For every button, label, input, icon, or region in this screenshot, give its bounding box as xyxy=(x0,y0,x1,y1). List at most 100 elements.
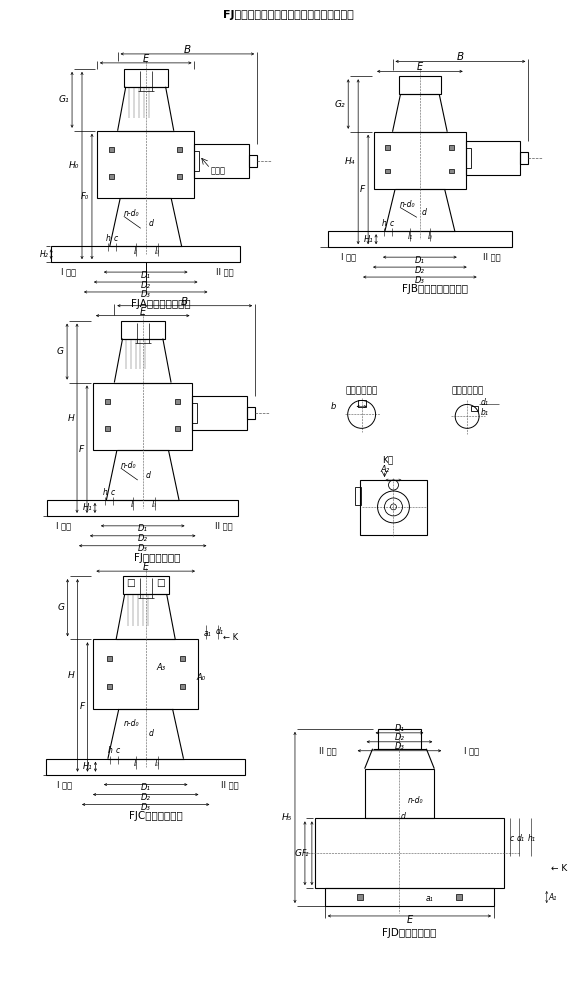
Bar xyxy=(51,246,240,262)
Bar xyxy=(46,759,245,775)
Bar xyxy=(106,426,110,431)
Text: b: b xyxy=(331,402,336,411)
Text: a₁: a₁ xyxy=(204,628,212,638)
Text: FJ型（基本型）: FJ型（基本型） xyxy=(134,552,181,563)
Bar xyxy=(109,174,114,179)
Text: FJA型（空心轴型）: FJA型（空心轴型） xyxy=(131,299,190,309)
Text: F: F xyxy=(79,445,84,453)
Bar xyxy=(123,576,168,594)
Text: D₃: D₃ xyxy=(415,276,425,285)
Text: D₃: D₃ xyxy=(141,290,151,299)
Text: G₂: G₂ xyxy=(335,100,345,109)
Text: n-d₀: n-d₀ xyxy=(407,796,423,805)
Text: c: c xyxy=(116,746,120,755)
Bar xyxy=(175,426,180,431)
Text: D₁: D₁ xyxy=(141,783,151,792)
Bar xyxy=(358,400,366,407)
Text: F: F xyxy=(360,185,365,194)
Bar xyxy=(520,152,529,164)
Text: G: G xyxy=(58,604,65,613)
Text: lᵢ: lᵢ xyxy=(131,501,134,510)
Text: E: E xyxy=(417,62,423,72)
Text: A₁: A₁ xyxy=(549,892,557,902)
Text: ☐: ☐ xyxy=(156,579,165,589)
Bar xyxy=(328,231,512,247)
Text: D₁: D₁ xyxy=(415,256,425,265)
Bar xyxy=(107,656,111,661)
Bar xyxy=(315,818,504,888)
Text: FJD型（底置型）: FJD型（底置型） xyxy=(382,928,437,938)
Text: H: H xyxy=(68,671,74,680)
Text: d: d xyxy=(148,218,153,228)
Text: ← K: ← K xyxy=(550,864,567,872)
Text: 输入轴头剖面: 输入轴头剖面 xyxy=(451,386,484,395)
Text: II 型轴: II 型轴 xyxy=(215,522,233,531)
Bar xyxy=(180,684,185,690)
Bar xyxy=(93,382,193,451)
Text: H₁: H₁ xyxy=(364,235,373,244)
Bar xyxy=(106,399,110,404)
Text: H₁: H₁ xyxy=(83,762,92,772)
Text: E: E xyxy=(406,915,413,925)
Text: ← K: ← K xyxy=(223,632,238,642)
Bar xyxy=(466,141,520,175)
Text: lᵢᵢ: lᵢᵢ xyxy=(155,247,160,256)
Text: F₂: F₂ xyxy=(302,849,309,858)
Text: I 型轴: I 型轴 xyxy=(61,268,76,277)
Text: n-d₀: n-d₀ xyxy=(400,200,415,208)
Text: H: H xyxy=(68,414,74,423)
Bar xyxy=(247,407,255,419)
Bar xyxy=(194,151,200,171)
Bar xyxy=(180,656,185,661)
Text: d: d xyxy=(401,812,406,821)
Bar xyxy=(357,894,362,900)
Text: I 型轴: I 型轴 xyxy=(340,253,356,262)
Text: D₁: D₁ xyxy=(395,724,404,733)
Bar xyxy=(471,406,478,411)
Text: h: h xyxy=(103,487,107,497)
Text: I 型轴: I 型轴 xyxy=(57,781,72,789)
Bar xyxy=(97,130,194,199)
Text: h: h xyxy=(381,218,387,228)
Text: FJB型（加大跨距型）: FJB型（加大跨距型） xyxy=(402,284,468,294)
Text: d₁: d₁ xyxy=(216,626,224,636)
Text: c: c xyxy=(114,234,118,243)
Text: E: E xyxy=(143,562,149,572)
Bar xyxy=(193,403,197,423)
Text: A₂: A₂ xyxy=(380,464,389,473)
Text: l₁: l₁ xyxy=(407,232,413,241)
Text: D₃: D₃ xyxy=(141,803,151,812)
Text: G₁: G₁ xyxy=(58,95,69,105)
Bar xyxy=(109,147,114,152)
Text: D₁: D₁ xyxy=(138,525,148,534)
Bar xyxy=(193,396,247,430)
Text: d: d xyxy=(145,470,150,479)
Text: D₃: D₃ xyxy=(138,544,148,553)
Text: lᵢᵢ: lᵢᵢ xyxy=(428,232,432,241)
Bar xyxy=(456,894,462,900)
Text: d: d xyxy=(421,207,426,216)
Bar xyxy=(124,69,167,87)
Text: H₁: H₁ xyxy=(83,504,92,513)
Text: c: c xyxy=(390,218,394,228)
Bar xyxy=(47,500,238,516)
Bar xyxy=(385,145,390,150)
Bar xyxy=(449,169,455,174)
Text: FJ型硬齿面圆柱、圆锥齿轮减速机外形尺寸: FJ型硬齿面圆柱、圆锥齿轮减速机外形尺寸 xyxy=(223,10,353,21)
Text: H₂: H₂ xyxy=(39,250,48,259)
Text: d₁: d₁ xyxy=(517,834,525,843)
Text: c: c xyxy=(111,487,115,497)
Bar xyxy=(385,169,390,174)
Text: B: B xyxy=(181,296,188,306)
Text: G: G xyxy=(295,849,302,858)
Bar xyxy=(374,131,466,190)
Text: D₃: D₃ xyxy=(395,742,404,751)
Text: B: B xyxy=(184,44,191,55)
Text: II 型轴: II 型轴 xyxy=(216,268,234,277)
Text: K向: K向 xyxy=(383,455,394,464)
Text: I 型轴: I 型轴 xyxy=(463,746,479,755)
Text: a₁: a₁ xyxy=(425,893,433,903)
Text: D₁: D₁ xyxy=(141,271,151,280)
Text: lᵢᵢ: lᵢᵢ xyxy=(155,759,160,769)
Text: h₁: h₁ xyxy=(528,834,536,843)
